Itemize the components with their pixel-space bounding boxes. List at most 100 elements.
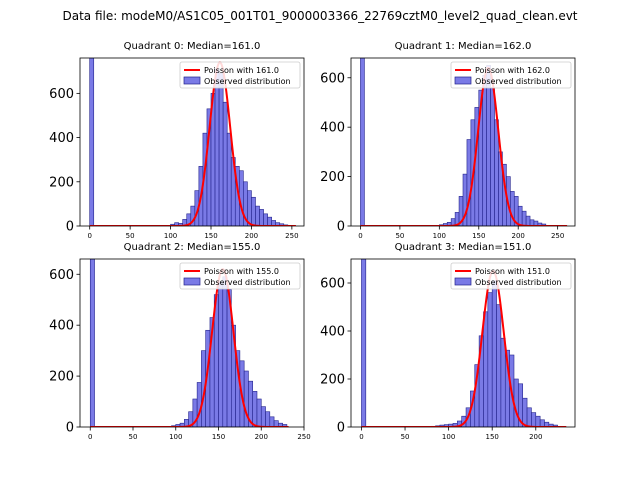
quadrant-2-panel: Quadrant 2: Median=155.0 0 200 400 600 0 50 100…: [49, 242, 311, 441]
histogram-bar: [531, 412, 537, 427]
x-tick-label: 250: [551, 232, 564, 240]
x-tick-label: 0: [88, 433, 92, 441]
histogram-bar: [265, 411, 271, 427]
histogram-bar: [218, 73, 224, 226]
x-tick-label: 100: [169, 433, 182, 441]
legend-bar-swatch: [454, 277, 472, 286]
x-tick-label: 250: [297, 433, 310, 441]
x-tick-label: 200: [245, 232, 258, 240]
y-tick-label: 0: [337, 220, 345, 235]
quadrant-panels: Quadrant 0: Median=161.0 0 200 400 600 0 50 100…: [49, 41, 576, 441]
quadrant-2-title: Quadrant 2: Median=155.0: [124, 242, 261, 253]
histogram-bar: [269, 416, 275, 427]
x-tick-label: 200: [255, 433, 268, 441]
y-tick-label: 200: [320, 170, 345, 185]
legend-observed-label: Observed distribution: [204, 278, 291, 287]
histogram-bar: [214, 68, 220, 226]
quadrant-3-axes-frame: [350, 258, 576, 428]
histogram-bar: [517, 205, 523, 226]
quadrant-3-title: Quadrant 3: Median=151.0: [395, 242, 532, 253]
legend-poisson-label: Poisson with 161.0: [204, 66, 279, 75]
quadrant-0-legend: Poisson with 161.0 Observed distribution: [179, 61, 301, 89]
histogram-bar: [496, 304, 502, 427]
quadrant-2-legend: Poisson with 155.0 Observed distribution: [179, 262, 301, 290]
histogram-bar: [521, 210, 527, 226]
quadrant-1-panel: Quadrant 1: Median=162.0 0 200 400 600 0 50 100…: [320, 41, 576, 240]
x-tick-label: 50: [126, 232, 135, 240]
y-tick-label: 200: [320, 373, 345, 388]
y-tick-label: 200: [49, 370, 74, 385]
histogram-bar: [487, 292, 493, 427]
legend-poisson-label: Poisson with 162.0: [475, 66, 550, 75]
legend-observed-label: Observed distribution: [204, 77, 291, 86]
poisson-curve: [90, 268, 289, 427]
quadrant-2-plot-area: [89, 259, 289, 427]
legend-bar-swatch: [183, 277, 201, 286]
y-tick-label: 600: [320, 71, 345, 86]
y-tick-label: 0: [66, 421, 74, 436]
poisson-curve: [361, 269, 567, 427]
legend-bar-swatch: [183, 76, 201, 85]
histogram-bar: [252, 391, 258, 427]
quadrant-1-legend: Poisson with 162.0 Observed distribution: [450, 61, 572, 89]
y-tick-label: 0: [337, 421, 345, 436]
x-tick-label: 50: [395, 232, 404, 240]
y-tick-label: 400: [320, 325, 345, 340]
y-tick-label: 400: [49, 319, 74, 334]
x-tick-label: 150: [212, 433, 225, 441]
figure-title: Data file: modeM0/AS1C05_001T01_90000033…: [62, 9, 577, 23]
quadrant-1-plot-area: [360, 58, 568, 226]
y-tick-label: 600: [320, 277, 345, 292]
histogram-bar: [535, 415, 541, 427]
quadrant-0-axes-frame: [79, 57, 305, 227]
x-tick-label: 50: [129, 433, 138, 441]
x-tick-label: 150: [204, 232, 217, 240]
quadrant-3-legend: Poisson with 151.0 Observed distribution: [450, 262, 572, 290]
histogram-bar: [259, 209, 264, 226]
x-tick-label: 200: [529, 433, 542, 441]
histogram-bar: [486, 65, 491, 226]
y-tick-label: 600: [49, 87, 74, 102]
x-tick-label: 50: [401, 433, 410, 441]
histogram-bar: [222, 101, 228, 226]
histogram-bar: [522, 397, 528, 427]
x-tick-label: 150: [486, 433, 499, 441]
histogram-bar: [263, 213, 268, 226]
x-tick-label: 0: [359, 433, 363, 441]
histogram-bar: [89, 259, 95, 427]
histogram-bar: [466, 139, 472, 226]
quadrant-1-title: Quadrant 1: Median=162.0: [395, 41, 532, 52]
histogram-bar: [282, 424, 288, 427]
y-tick-label: 400: [49, 131, 74, 146]
x-tick-label: 250: [285, 232, 298, 240]
quadrant-3-panel: Quadrant 3: Median=151.0 0 200 400 600 0 50 100…: [320, 242, 576, 441]
quadrant-0-panel: Quadrant 0: Median=161.0 0 200 400 600 0 50 100…: [49, 41, 305, 240]
histogram-bar: [256, 398, 262, 427]
y-tick-label: 400: [320, 121, 345, 136]
legend-box: [450, 262, 572, 290]
x-tick-label: 100: [433, 232, 446, 240]
x-tick-label: 0: [87, 232, 91, 240]
histogram-bar: [482, 74, 487, 226]
quadrant-2-axes-frame: [79, 258, 305, 428]
histogram-bar: [260, 406, 266, 427]
histogram-bar: [222, 276, 228, 427]
legend-box: [179, 262, 301, 290]
histogram-bar: [539, 419, 545, 427]
x-tick-label: 200: [512, 232, 525, 240]
y-tick-label: 0: [66, 220, 74, 235]
histogram-bar: [226, 132, 232, 226]
x-tick-label: 100: [164, 232, 177, 240]
legend-poisson-label: Poisson with 155.0: [204, 267, 279, 276]
x-tick-label: 0: [358, 232, 362, 240]
legend-box: [179, 61, 301, 89]
legend-bar-swatch: [454, 76, 472, 85]
histogram-bar: [361, 259, 367, 427]
y-tick-label: 600: [49, 268, 74, 283]
quadrant-0-title: Quadrant 0: Median=161.0: [124, 41, 261, 52]
legend-observed-label: Observed distribution: [475, 77, 562, 86]
histogram-bar: [490, 87, 495, 226]
y-tick-label: 200: [49, 175, 74, 190]
x-tick-label: 100: [442, 433, 455, 441]
